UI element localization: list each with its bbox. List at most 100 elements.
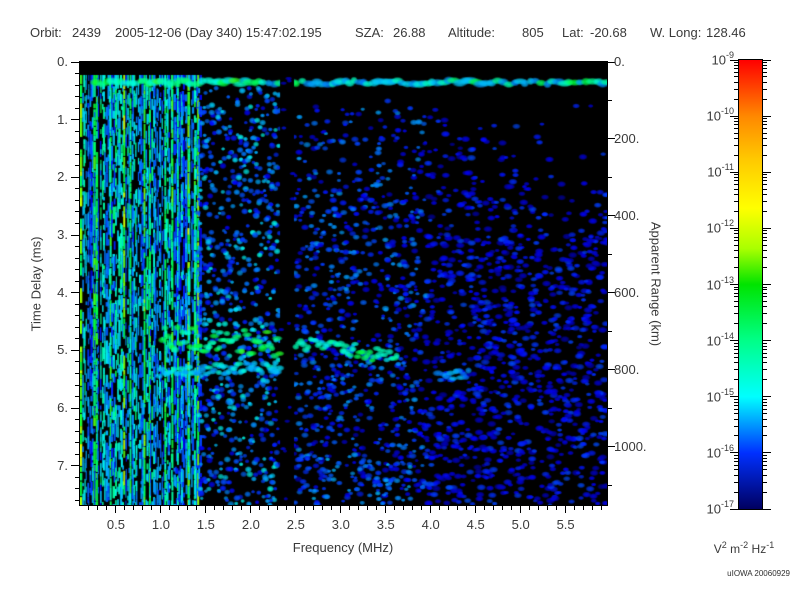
y-tick-label-right: 600. [614,284,640,300]
colorbar-minor-tick [734,469,738,471]
x-minor-tick [592,506,594,510]
colorbar-minor-tick [734,345,738,347]
colorbar-minor-tick [734,81,738,83]
colorbar-minor-tick [763,68,767,70]
colorbar-tick-label: 10-16 [706,442,734,461]
colorbar-major-tick [763,340,771,342]
colorbar-tick-label: 10-10 [706,106,734,124]
x-tick-label: 5.0 [511,517,530,532]
colorbar-minor-tick [734,64,738,66]
colorbar-minor-tick [763,240,767,242]
colorbar-major-tick [730,452,738,454]
colorbar-minor-tick [763,474,767,476]
x-tick [340,506,342,513]
colorbar-minor-tick [763,184,767,186]
x-minor-tick [214,506,216,510]
colorbar-minor-tick [763,118,767,120]
colorbar-minor-tick [763,404,767,406]
colorbar-minor-tick [734,230,738,232]
colorbar-tick-label: 10-14 [706,330,734,348]
colorbar-minor-tick [763,244,767,246]
x-tick [250,506,252,513]
unit-m: m [730,542,741,556]
y-tick-left [71,176,79,178]
colorbar-tick-label: 10-9 [711,50,734,68]
x-minor-tick [232,506,234,510]
x-minor-tick [367,506,369,510]
colorbar-minor-tick [734,457,738,459]
x-minor-tick [349,506,351,510]
unit-hz: Hz [751,542,767,556]
x-minor-tick [259,506,261,510]
colorbar-minor-tick [763,469,767,471]
colorbar-minor-tick [763,461,767,463]
y-minor-tick-left [75,199,79,201]
colorbar-minor-tick [734,408,738,410]
colorbar-minor-tick [763,435,767,437]
y-axis-title-right: Apparent Range (km) [648,221,664,347]
colorbar-minor-tick [763,425,767,427]
y-minor-tick-right [608,330,612,332]
colorbar-minor-tick [763,289,767,291]
colorbar-tick-label: 10-17 [706,499,734,517]
colorbar-minor-tick [734,461,738,463]
colorbar-minor-tick [734,240,738,242]
unit-v: V [713,542,722,556]
y-minor-tick-left [75,211,79,213]
colorbar-minor-tick [763,457,767,459]
y-tick-left [71,465,79,467]
y-minor-tick-left [75,84,79,86]
colorbar-minor-tick [734,98,738,100]
lat-label: Lat: [562,25,584,40]
colorbar-major-tick [730,171,738,173]
colorbar-minor-tick [734,137,738,139]
colorbar-minor-tick [734,201,738,203]
unit-v-exp: 2 [721,540,727,550]
x-tick-label: 1.5 [196,517,215,532]
colorbar-minor-tick [734,144,738,146]
y-axis-title-left: Time Delay (ms) [28,236,44,332]
y-tick-right [608,138,615,140]
colorbar-minor-tick [763,398,767,400]
altitude-value: 805 [522,25,544,40]
y-minor-tick-left [75,188,79,190]
colorbar-minor-tick [763,345,767,347]
x-tick-label: 2.0 [241,517,260,532]
colorbar-minor-tick [734,177,738,179]
colorbar-minor-tick [763,81,767,83]
y-tick-right [608,292,615,294]
colorbar-minor-tick [763,121,767,123]
colorbar-minor-tick [734,292,738,294]
colorbar-minor-tick [763,296,767,298]
colorbar-minor-tick [763,144,767,146]
colorbar-minor-tick [763,491,767,493]
colorbar-major-tick [730,284,738,285]
y-tick-label-left: 1. [57,111,68,127]
colorbar-minor-tick [734,188,738,190]
colorbar-minor-tick [734,464,738,466]
colorbar-minor-tick [763,210,767,212]
colorbar-minor-tick [763,88,767,90]
y-minor-tick-left [75,246,79,248]
x-minor-tick [106,506,108,510]
colorbar-minor-tick [763,137,767,139]
colorbar-tick-label: 10-15 [706,386,734,405]
colorbar-minor-tick [763,369,767,371]
wlong-value: 128.46 [706,25,746,40]
colorbar-minor-tick [763,342,767,344]
x-minor-tick [529,506,531,510]
colorbar-minor-tick [763,481,767,483]
x-minor-tick [376,506,378,510]
colorbar-minor-tick [734,88,738,90]
colorbar-major-tick [730,115,738,117]
x-minor-tick [88,506,90,510]
colorbar-minor-tick [734,154,738,156]
colorbar-minor-tick [763,348,767,350]
colorbar-minor-tick [734,174,738,176]
colorbar-minor-tick [734,180,738,182]
colorbar-minor-tick [763,362,767,364]
y-minor-tick-left [75,223,79,224]
y-minor-tick-left [75,153,79,155]
colorbar-minor-tick [763,352,767,354]
colorbar-minor-tick [734,348,738,350]
